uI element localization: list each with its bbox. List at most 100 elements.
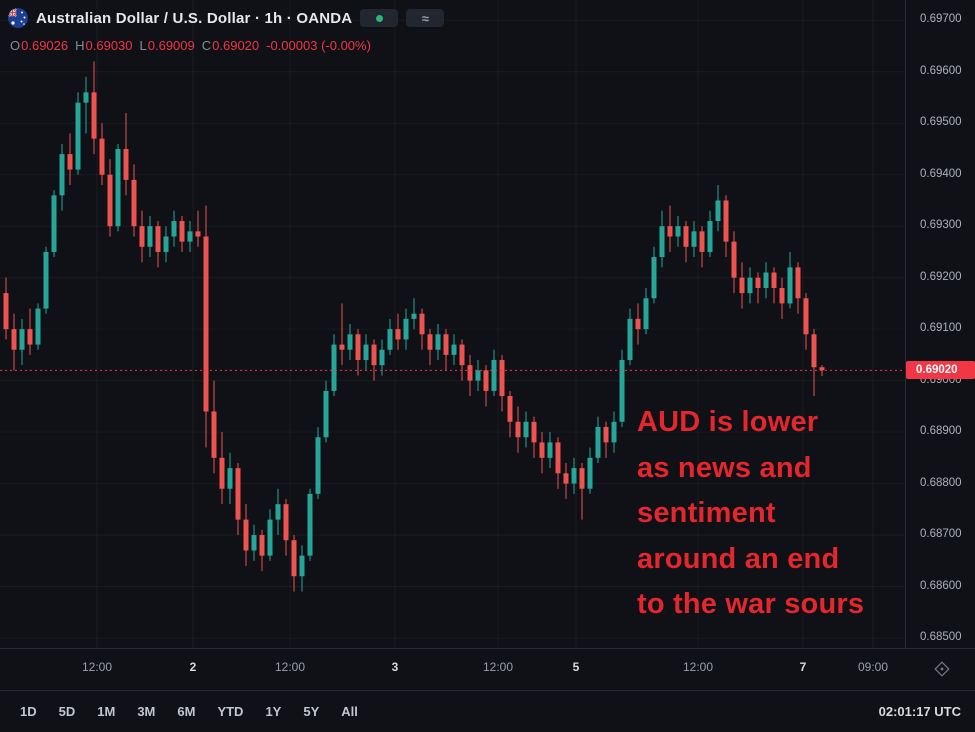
approx-icon: ≈ bbox=[421, 10, 429, 26]
annotation-line: around an end bbox=[637, 542, 840, 575]
low-label: L bbox=[139, 38, 147, 53]
candle bbox=[683, 226, 689, 247]
annotation-line: as news and bbox=[637, 451, 812, 484]
annotation-text[interactable]: AUD is lower as news and sentiment around a… bbox=[637, 400, 864, 628]
low-value: 0.69009 bbox=[147, 38, 195, 53]
candle bbox=[211, 411, 217, 458]
market-status-indicator[interactable] bbox=[360, 9, 399, 27]
candle bbox=[307, 493, 313, 556]
candle bbox=[755, 277, 761, 288]
candle bbox=[523, 421, 529, 438]
time-axis-label: 5 bbox=[572, 660, 580, 674]
candle bbox=[163, 236, 169, 252]
candle bbox=[83, 92, 89, 103]
candle bbox=[579, 468, 585, 489]
close-label: C bbox=[201, 38, 212, 53]
candle bbox=[339, 344, 345, 350]
bottom-toolbar: 1D 5D 1M 3M 6M YTD 1Y 5Y All 02:01:17 UTC bbox=[0, 690, 975, 732]
candle bbox=[3, 293, 9, 330]
candle bbox=[675, 226, 681, 237]
candle bbox=[643, 298, 649, 330]
candle bbox=[443, 334, 449, 355]
utc-clock[interactable]: 02:01:17 UTC bbox=[878, 704, 961, 719]
candle bbox=[59, 154, 65, 196]
candle bbox=[299, 555, 305, 577]
candle bbox=[491, 360, 497, 391]
candle bbox=[475, 370, 481, 381]
time-axis-label: 12:00 bbox=[682, 660, 714, 674]
range-button-ytd[interactable]: YTD bbox=[217, 704, 244, 719]
candle bbox=[411, 313, 417, 319]
candle bbox=[811, 334, 817, 368]
candle bbox=[139, 226, 145, 247]
price-axis-label: 0.68600 bbox=[920, 579, 962, 592]
candle bbox=[331, 344, 337, 391]
price-axis-label: 0.68900 bbox=[920, 425, 962, 438]
axis-settings-icon[interactable] bbox=[932, 659, 952, 679]
candle bbox=[659, 226, 665, 258]
symbol-header: Australian Dollar / U.S. Dollar · 1h · O… bbox=[8, 8, 445, 28]
price-axis-label: 0.69100 bbox=[920, 322, 962, 335]
candle bbox=[739, 277, 745, 294]
candle bbox=[619, 360, 625, 422]
price-axis[interactable]: 0.69020 0.69700 0.69600 0.69500 0.69400 0.69… bbox=[906, 0, 975, 648]
candle bbox=[227, 468, 233, 489]
time-axis-label: 3 bbox=[391, 660, 399, 674]
candle bbox=[99, 138, 105, 175]
candle bbox=[363, 344, 369, 361]
candle bbox=[243, 519, 249, 551]
price-axis-label: 0.68800 bbox=[920, 476, 962, 489]
candle bbox=[587, 457, 593, 489]
candle bbox=[563, 473, 569, 484]
candle bbox=[51, 195, 57, 252]
range-button-5y[interactable]: 5Y bbox=[303, 704, 320, 719]
range-button-3m[interactable]: 3M bbox=[137, 704, 156, 719]
candle bbox=[771, 272, 777, 288]
candle bbox=[483, 370, 489, 391]
time-axis[interactable]: 12:00 2 12:00 3 12:00 5 12:00 7 09:00 bbox=[0, 649, 975, 690]
candle bbox=[147, 226, 153, 247]
symbol-title[interactable]: Australian Dollar / U.S. Dollar · 1h · O… bbox=[36, 9, 353, 27]
price-axis-label: 0.69500 bbox=[920, 116, 962, 129]
candle bbox=[387, 329, 393, 350]
open-label: O bbox=[10, 38, 21, 53]
candle bbox=[627, 318, 633, 361]
range-button-1d[interactable]: 1D bbox=[20, 704, 37, 719]
candle bbox=[459, 344, 465, 366]
candle bbox=[499, 360, 505, 397]
price-axis-label: 0.69600 bbox=[920, 64, 962, 77]
candle bbox=[611, 421, 617, 443]
candle bbox=[427, 334, 433, 350]
candle bbox=[715, 200, 721, 222]
candle bbox=[355, 334, 361, 361]
candle bbox=[259, 535, 265, 556]
candle bbox=[371, 344, 377, 366]
candle bbox=[731, 241, 737, 278]
range-button-all[interactable]: All bbox=[341, 704, 358, 719]
time-axis-label: 12:00 bbox=[81, 660, 113, 674]
price-axis-separator bbox=[905, 0, 906, 648]
candle bbox=[451, 344, 457, 355]
candle bbox=[107, 174, 113, 227]
candle bbox=[43, 251, 49, 309]
candle bbox=[555, 442, 561, 474]
range-button-1m[interactable]: 1M bbox=[97, 704, 116, 719]
candle bbox=[11, 329, 17, 350]
candle bbox=[291, 540, 297, 577]
price-axis-label: 0.69300 bbox=[920, 219, 962, 232]
range-button-6m[interactable]: 6M bbox=[177, 704, 196, 719]
candle bbox=[803, 298, 809, 335]
candle bbox=[723, 200, 729, 242]
chart-pane[interactable] bbox=[0, 0, 905, 648]
candle bbox=[779, 287, 785, 304]
approx-price-indicator[interactable]: ≈ bbox=[406, 9, 445, 27]
range-button-5d[interactable]: 5D bbox=[58, 704, 76, 719]
candle bbox=[419, 313, 425, 335]
range-button-1y[interactable]: 1Y bbox=[265, 704, 282, 719]
candle bbox=[531, 421, 537, 443]
candle bbox=[819, 367, 825, 371]
candle bbox=[691, 231, 697, 247]
candle bbox=[571, 468, 577, 484]
price-axis-label: 0.69700 bbox=[920, 13, 962, 26]
high-label: H bbox=[75, 38, 85, 53]
